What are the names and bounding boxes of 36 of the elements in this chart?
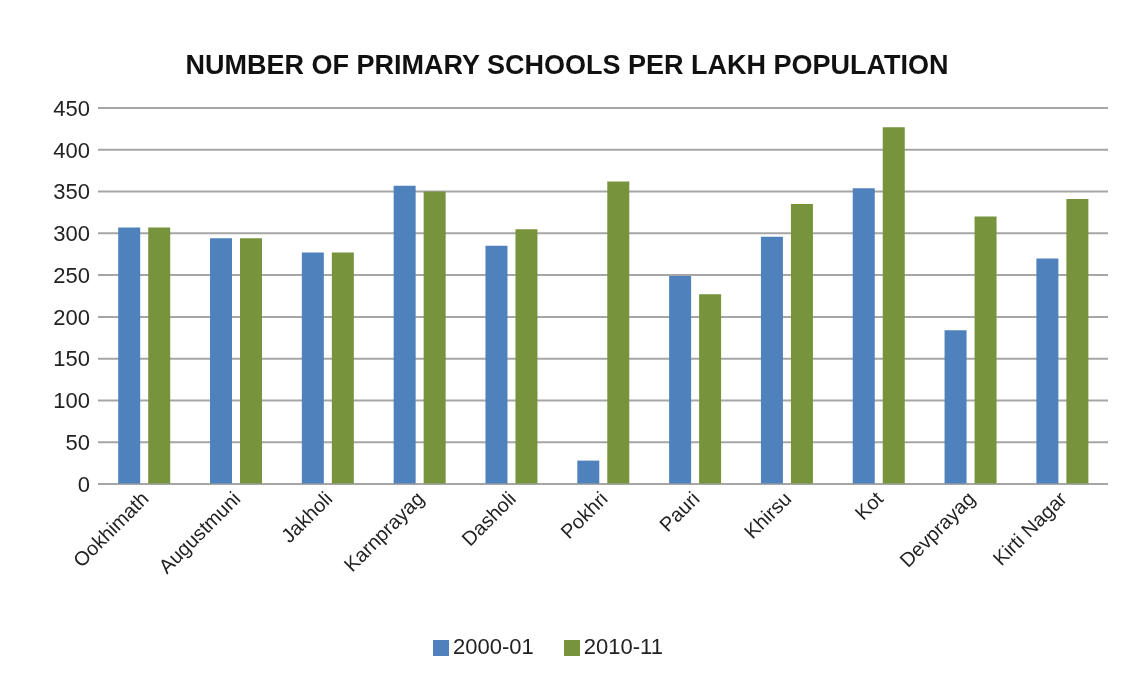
bar: [944, 330, 967, 484]
bar: [577, 460, 600, 484]
bar: [607, 181, 630, 484]
y-tick-label: 200: [53, 304, 90, 330]
chart-title: NUMBER OF PRIMARY SCHOOLS PER LAKH POPULATION: [184, 49, 950, 82]
bar: [852, 188, 875, 484]
bar: [699, 294, 722, 484]
bar: [301, 252, 324, 484]
bar: [240, 238, 263, 484]
bar: [393, 185, 416, 484]
bar: [423, 191, 446, 484]
bar: [148, 227, 171, 484]
bar: [882, 127, 905, 484]
bar: [331, 252, 354, 484]
bar: [1036, 258, 1059, 484]
y-tick-label: 300: [53, 221, 90, 247]
bar: [210, 238, 233, 484]
y-tick-label: 0: [77, 471, 90, 497]
bar: [669, 275, 692, 484]
bar: [485, 245, 508, 484]
x-tick-label: Kot: [850, 486, 888, 525]
y-tick-label: 150: [53, 346, 90, 372]
y-tick-label: 100: [53, 388, 90, 414]
y-tick-label: 400: [53, 137, 90, 163]
legend-label: 2000-01: [453, 634, 534, 659]
y-tick-label: 50: [65, 430, 90, 456]
y-tick-label: 350: [53, 179, 90, 205]
bar: [1066, 199, 1089, 484]
y-tick-label: 450: [53, 95, 90, 121]
bar: [760, 236, 783, 484]
legend-label: 2010-11: [583, 634, 663, 659]
bar: [515, 229, 538, 484]
bar: [974, 216, 997, 484]
bar: [118, 227, 141, 484]
bar: [790, 204, 813, 484]
y-tick-label: 250: [53, 262, 90, 288]
